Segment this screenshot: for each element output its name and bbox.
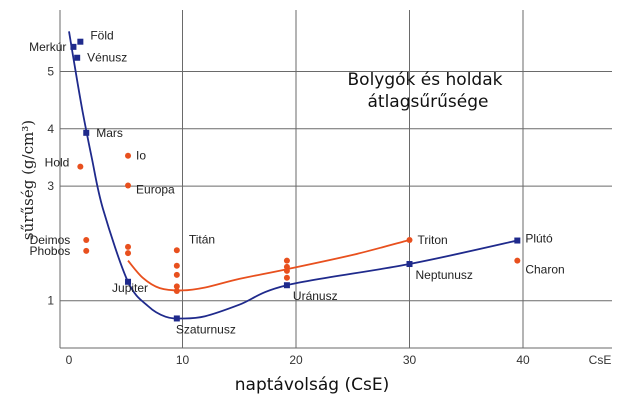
x-tick-label: 30 — [403, 353, 417, 367]
point-hold — [77, 163, 84, 170]
x-tick-label: 20 — [289, 353, 303, 367]
point-io — [125, 152, 132, 159]
point-moon — [173, 271, 180, 278]
label-vénusz: Vénusz — [87, 51, 127, 65]
axis-ticks: 1 3 4 5 0 10 20 30 40 — [47, 65, 530, 368]
y-axis-label: sűrűség (g/cm³) — [19, 120, 37, 240]
point-moon — [125, 243, 132, 250]
x-tick-label: 10 — [176, 353, 190, 367]
point-europa — [125, 182, 132, 189]
chart-title-line-2: átlagsűrűsége — [368, 92, 489, 112]
point-moon — [283, 257, 290, 264]
point-neptunusz — [406, 261, 413, 268]
label-uránusz: Uránusz — [293, 289, 338, 303]
label-charon: Charon — [525, 263, 564, 277]
point-jupiter — [125, 278, 132, 285]
grid — [59, 10, 612, 349]
x-tick-label: 0 — [66, 353, 73, 367]
data-points — [70, 38, 521, 322]
label-plútó: Plútó — [525, 232, 553, 246]
y-tick-label: 1 — [47, 294, 54, 308]
point-triton — [406, 236, 413, 243]
label-merkúr: Merkúr — [29, 40, 66, 54]
point-titán — [173, 247, 180, 254]
point-moon — [283, 274, 290, 281]
trend-curves — [68, 31, 518, 320]
label-europa: Europa — [136, 183, 175, 197]
label-titán: Titán — [189, 232, 215, 246]
trend-curve-1 — [68, 31, 518, 320]
label-szaturnusz: Szaturnusz — [176, 322, 236, 336]
point-plútó — [514, 237, 521, 244]
point-mars — [83, 129, 90, 136]
point-uránusz — [283, 282, 290, 289]
point-moon — [173, 287, 180, 294]
point-moon — [283, 267, 290, 274]
point-charon — [514, 257, 521, 264]
label-föld: Föld — [90, 29, 113, 43]
point-moon — [173, 283, 180, 290]
point-szaturnusz — [173, 315, 180, 322]
point-moon — [173, 262, 180, 269]
label-jupiter: Jupiter — [112, 281, 148, 295]
label-triton: Triton — [418, 233, 448, 247]
label-neptunusz: Neptunusz — [416, 268, 473, 282]
trend-curve-2 — [127, 239, 410, 292]
x-tick-label: 40 — [516, 353, 530, 367]
label-mars: Mars — [96, 126, 123, 140]
x-axis-unit: CsE — [589, 353, 612, 367]
y-tick-label: 4 — [47, 122, 54, 136]
chart-title-line-1: Bolygók és holdak — [348, 70, 503, 90]
y-tick-label: 5 — [47, 65, 54, 79]
label-phobos: Phobos — [30, 244, 71, 258]
label-io: Io — [136, 149, 146, 163]
point-labels: Merkúr Vénusz Föld Mars Jupiter Szaturnusz Urá… — [29, 29, 565, 337]
point-phobos — [83, 247, 90, 254]
point-moon — [125, 250, 132, 257]
point-merkúr — [70, 43, 77, 50]
point-vénusz — [74, 54, 81, 61]
label-hold: Hold — [45, 156, 70, 170]
y-tick-label: 3 — [47, 179, 54, 193]
x-axis-label: naptávolság (CsE) — [235, 375, 389, 395]
point-föld — [77, 38, 84, 45]
point-deimos — [83, 236, 90, 243]
label-deimos: Deimos — [30, 233, 71, 247]
